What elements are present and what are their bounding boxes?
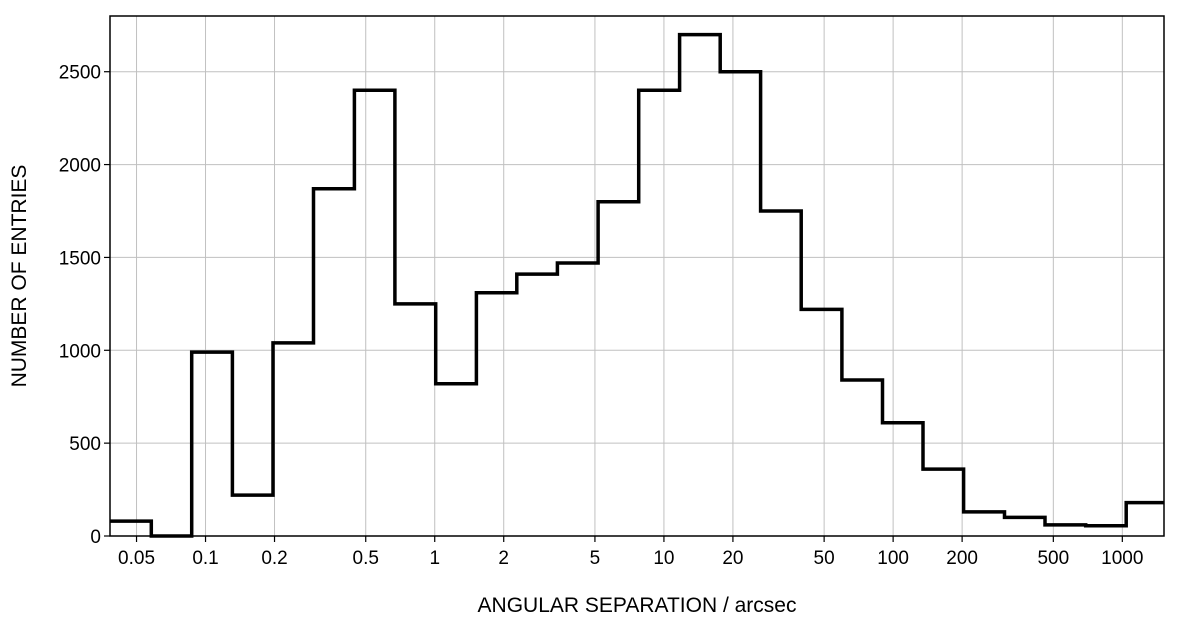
y-axis-title: NUMBER OF ENTRIES	[8, 165, 31, 388]
y-tick-label: 1500	[59, 248, 101, 269]
y-tick-label: 2000	[59, 156, 101, 177]
y-tick-label: 1000	[59, 341, 101, 362]
x-tick-label: 1000	[1101, 548, 1143, 569]
y-axis-ticks: 0 500 1000 1500 2000 2500	[59, 63, 110, 548]
x-tick-label: 0.5	[353, 548, 379, 569]
x-tick-label: 10	[653, 548, 674, 569]
x-tick-label: 0.05	[118, 548, 155, 569]
y-tick-label: 0	[90, 527, 101, 548]
y-tick-label: 500	[69, 434, 101, 455]
plot-frame	[109, 15, 1165, 537]
x-axis-title: ANGULAR SEPARATION / arcsec	[478, 594, 797, 617]
histogram-series	[110, 32, 1164, 538]
x-tick-label: 2	[498, 548, 509, 569]
x-tick-label: 50	[814, 548, 835, 569]
x-tick-label: 5	[590, 548, 601, 569]
x-tick-label: 500	[1037, 548, 1069, 569]
x-tick-label: 0.2	[261, 548, 287, 569]
x-tick-label: 20	[722, 548, 743, 569]
x-tick-label: 200	[946, 548, 978, 569]
x-axis-ticks: 0.05 0.1 0.2 0.5 1 2 5 10 20 50 100 200 500 1000	[118, 536, 1143, 569]
x-tick-label: 0.1	[192, 548, 218, 569]
x-tick-label: 1	[429, 548, 440, 569]
y-tick-label: 2500	[59, 63, 101, 84]
x-tick-label: 100	[877, 548, 909, 569]
